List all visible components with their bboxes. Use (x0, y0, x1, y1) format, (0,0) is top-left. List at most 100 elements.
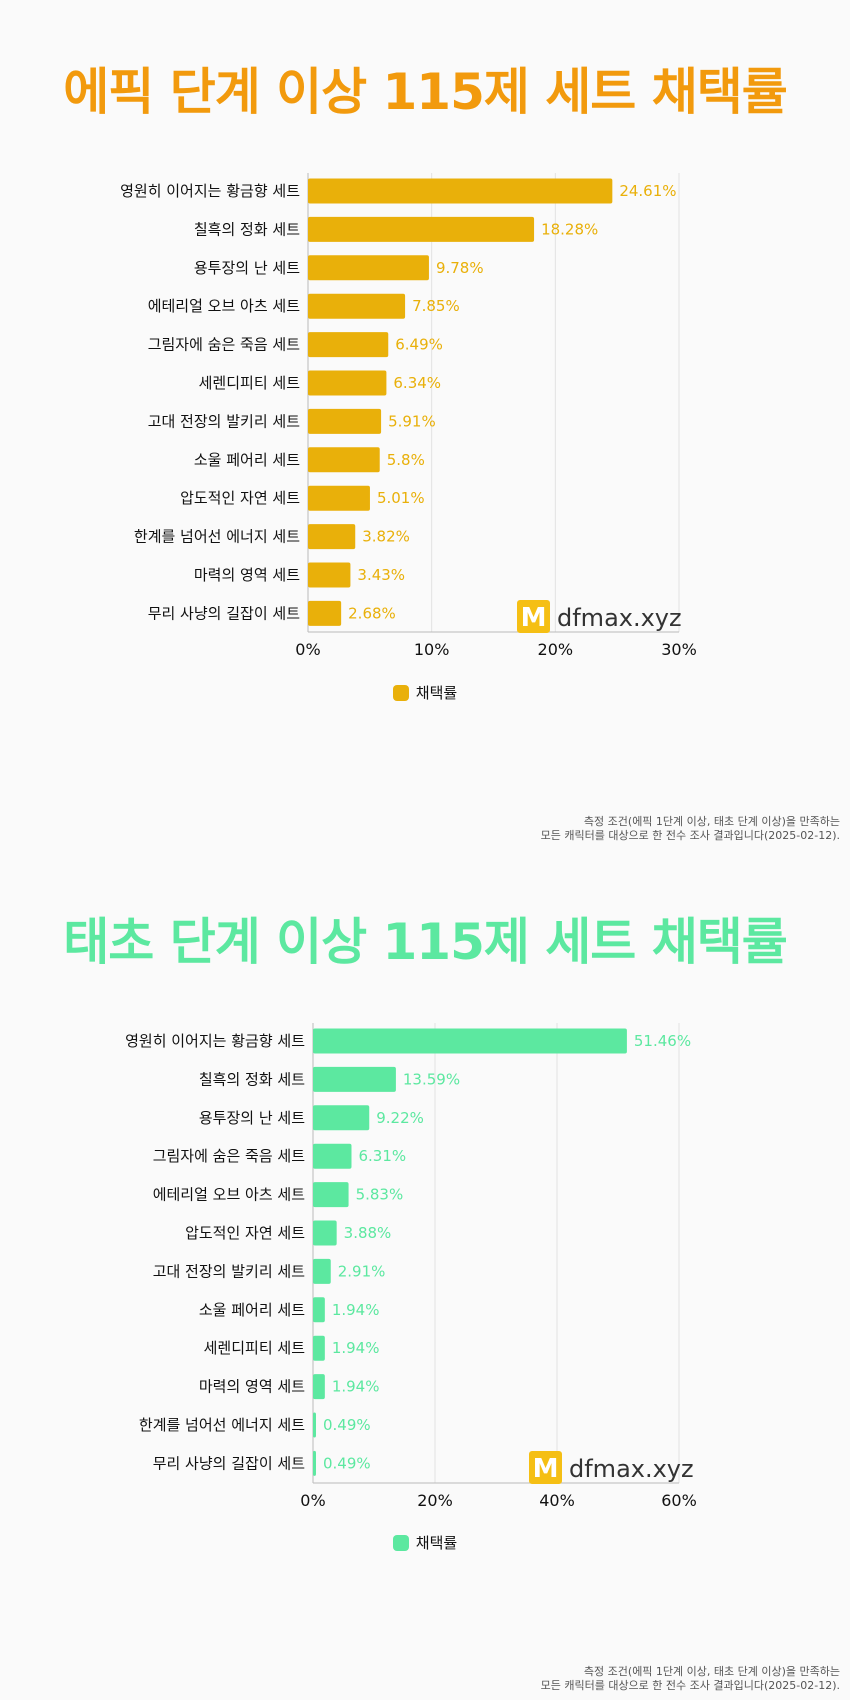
category-label: 에테리얼 오브 아츠 세트 (153, 1186, 306, 1204)
value-label: 1.94% (332, 1378, 380, 1396)
epic-chart-panel: 에픽 단계 이상 115제 세트 채택률 0% 10% 20% 30% 영원히 이어지는… (0, 63, 850, 843)
value-label: 24.61% (619, 182, 676, 200)
bar[interactable] (313, 1297, 325, 1323)
x-tick-label: 0% (295, 640, 320, 659)
value-label: 7.85% (412, 297, 460, 315)
logo-letter: M (521, 603, 547, 633)
value-label: 13.59% (403, 1070, 460, 1088)
legend-label: 채택률 (415, 684, 458, 702)
value-label: 2.91% (338, 1262, 386, 1280)
category-label: 그림자에 숨은 죽음 세트 (148, 336, 301, 354)
category-label: 압도적인 자연 세트 (180, 489, 300, 507)
category-label: 용투장의 난 세트 (194, 259, 300, 277)
value-label: 6.49% (395, 336, 443, 354)
category-label: 한계를 넘어선 에너지 세트 (139, 1416, 305, 1434)
bar[interactable] (308, 600, 342, 626)
x-tick-label: 20% (417, 1491, 453, 1510)
category-label: 세렌디피티 세트 (199, 374, 301, 392)
x-tick-label: 20% (538, 640, 574, 659)
bar[interactable] (313, 1220, 337, 1246)
bar[interactable] (308, 255, 429, 281)
value-label: 6.34% (393, 374, 441, 392)
value-label: 1.94% (332, 1339, 380, 1357)
bar[interactable] (308, 178, 613, 204)
value-label: 3.82% (362, 528, 410, 546)
footnote: 측정 조건(에픽 1단계 이상, 태초 단계 이상)을 만족하는 모든 캐릭터를… (541, 815, 840, 843)
x-tick-label: 30% (661, 640, 697, 659)
epic-bar-chart: 0% 10% 20% 30% 영원히 이어지는 황금향 세트 24.61% 칠흑의 정화 세… (120, 173, 697, 659)
value-label: 9.78% (436, 259, 484, 277)
chart-title: 에픽 단계 이상 115제 세트 채택률 (63, 63, 787, 121)
footnote-line-2: 모든 캐릭터를 대상으로 한 전수 조사 결과입니다(2025-02-12). (540, 829, 840, 842)
bar[interactable] (308, 293, 406, 319)
primal-bar-chart: 0% 20% 40% 60% 영원히 이어지는 황금향 세트 51.46% 칠흑의 정화 세… (125, 1023, 697, 1510)
x-tick-label: 0% (300, 1491, 325, 1510)
watermark-text: dfmax.xyz (569, 1455, 694, 1483)
watermark-text: dfmax.xyz (557, 604, 682, 632)
category-label: 무리 사냥의 길잡이 세트 (153, 1454, 306, 1472)
category-label: 세렌디피티 세트 (204, 1339, 306, 1357)
bar[interactable] (308, 408, 382, 434)
value-label: 9.22% (376, 1109, 424, 1127)
category-label: 영원히 이어지는 황금향 세트 (125, 1032, 305, 1050)
legend-label: 채택률 (415, 1534, 458, 1552)
category-label: 소울 페어리 세트 (199, 1301, 305, 1319)
value-label: 5.01% (377, 489, 425, 507)
bar[interactable] (313, 1412, 316, 1438)
category-label: 용투장의 난 세트 (199, 1109, 305, 1127)
value-label: 0.49% (323, 1416, 371, 1434)
category-label: 칠흑의 정화 세트 (194, 220, 300, 238)
primal-chart-panel: 태초 단계 이상 115제 세트 채택률 0% 20% 40% 60% 영원히 이어지는… (0, 850, 850, 1700)
value-label: 51.46% (634, 1032, 691, 1050)
category-label: 칠흑의 정화 세트 (199, 1070, 305, 1088)
bar[interactable] (308, 332, 389, 358)
category-label: 한계를 넘어선 에너지 세트 (134, 528, 300, 546)
value-label: 0.49% (323, 1454, 371, 1472)
legend-swatch (392, 684, 409, 701)
chart-legend[interactable]: 채택률 (0, 682, 850, 703)
category-label: 고대 전장의 발키리 세트 (148, 412, 301, 430)
value-label: 5.91% (388, 412, 436, 430)
footnote: 측정 조건(에픽 1단계 이상, 태초 단계 이상)을 만족하는 모든 캐릭터를… (541, 1665, 840, 1693)
bar[interactable] (308, 485, 370, 511)
bar[interactable] (308, 524, 356, 550)
value-label: 18.28% (541, 220, 598, 238)
value-label: 1.94% (332, 1301, 380, 1319)
bar[interactable] (308, 562, 351, 588)
bar[interactable] (313, 1374, 325, 1400)
x-tick-label: 10% (414, 640, 450, 659)
chart-legend[interactable]: 채택률 (0, 1532, 850, 1553)
category-label: 압도적인 자연 세트 (185, 1224, 305, 1242)
category-label: 그림자에 숨은 죽음 세트 (153, 1147, 306, 1165)
bar[interactable] (313, 1182, 349, 1208)
bar[interactable] (313, 1335, 325, 1361)
bar[interactable] (313, 1450, 316, 1476)
bar[interactable] (313, 1066, 396, 1092)
value-label: 2.68% (348, 604, 396, 622)
bar[interactable] (308, 447, 380, 473)
legend-swatch (392, 1534, 409, 1551)
category-label: 영원히 이어지는 황금향 세트 (120, 182, 300, 200)
category-label: 마력의 영역 세트 (199, 1378, 305, 1396)
category-label: 소울 페어리 세트 (194, 451, 300, 469)
bar[interactable] (313, 1105, 370, 1131)
bar[interactable] (313, 1258, 331, 1284)
category-label: 마력의 영역 세트 (194, 566, 300, 584)
chart-title: 태초 단계 이상 115제 세트 채택률 (63, 913, 787, 971)
bar[interactable] (313, 1028, 627, 1054)
bar[interactable] (308, 216, 535, 242)
footnote-line-1: 측정 조건(에픽 1단계 이상, 태초 단계 이상)을 만족하는 (583, 1665, 840, 1678)
x-tick-label: 60% (661, 1491, 697, 1510)
x-tick-label: 40% (539, 1491, 575, 1510)
value-label: 3.88% (344, 1224, 392, 1242)
bar[interactable] (313, 1143, 352, 1169)
category-label: 에테리얼 오브 아츠 세트 (148, 297, 301, 315)
category-label: 고대 전장의 발키리 세트 (153, 1262, 306, 1280)
value-label: 3.43% (357, 566, 405, 584)
bar[interactable] (308, 370, 387, 396)
logo-letter: M (533, 1454, 559, 1484)
footnote-line-1: 측정 조건(에픽 1단계 이상, 태초 단계 이상)을 만족하는 (583, 815, 840, 828)
value-label: 6.31% (358, 1147, 406, 1165)
